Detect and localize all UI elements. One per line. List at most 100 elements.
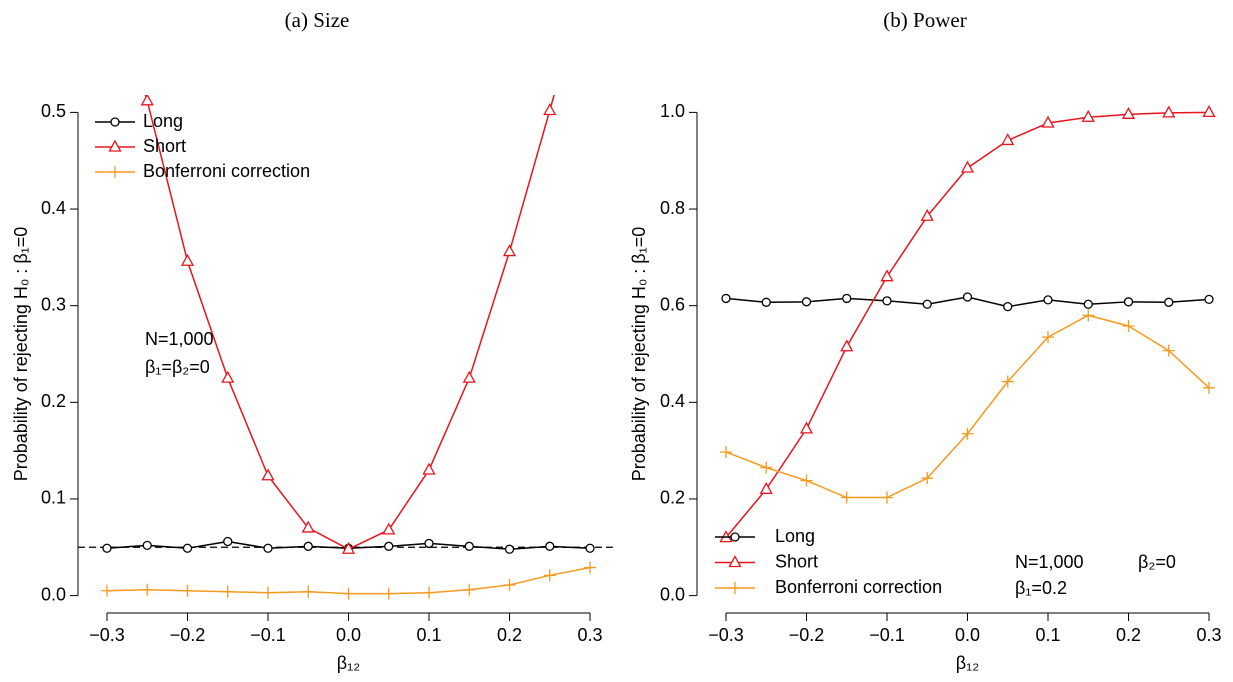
legend-label: Short — [143, 136, 186, 156]
point — [800, 474, 813, 487]
point — [462, 370, 476, 383]
point — [422, 462, 436, 475]
x-tick-label: −0.1 — [250, 625, 286, 645]
chart-title: (a) Size — [285, 8, 350, 32]
series-line — [725, 314, 1210, 499]
point — [759, 481, 773, 494]
point — [585, 543, 595, 553]
point — [502, 244, 517, 257]
point — [1162, 344, 1175, 357]
y-axis-title: Probability of rejecting H₀ : β₁=0 — [11, 227, 31, 482]
series-line — [144, 95, 555, 551]
point — [1043, 295, 1053, 305]
point — [543, 103, 557, 116]
point — [382, 522, 396, 535]
point — [1164, 297, 1174, 307]
point — [463, 583, 476, 596]
point — [1001, 375, 1014, 388]
point — [102, 543, 112, 553]
point — [719, 446, 732, 459]
x-tick-label: 0.1 — [416, 625, 441, 645]
point — [1083, 299, 1093, 309]
point — [261, 468, 275, 481]
point — [181, 584, 194, 597]
y-tick-label: 0.0 — [660, 584, 685, 604]
point — [1122, 319, 1135, 332]
legend-marker — [728, 555, 742, 568]
plot-area — [100, 95, 597, 600]
annotation: β₁=β₂=0 — [145, 357, 210, 377]
point — [1121, 106, 1136, 119]
point — [922, 299, 932, 309]
x-tick-label: −0.3 — [708, 625, 744, 645]
point — [1081, 109, 1095, 122]
point — [962, 292, 973, 302]
plot-area — [719, 105, 1216, 543]
legend-marker — [730, 532, 740, 542]
x-tick-label: 0.2 — [1116, 625, 1141, 645]
point — [423, 586, 436, 599]
point — [140, 95, 154, 106]
point — [1123, 297, 1134, 307]
point — [921, 472, 934, 485]
legend-marker — [110, 117, 120, 127]
legend-marker — [729, 582, 741, 594]
legend-marker — [108, 139, 122, 152]
x-tick-label: −0.1 — [869, 625, 905, 645]
x-tick-label: 0.2 — [497, 625, 522, 645]
x-tick-label: 0.3 — [1197, 625, 1222, 645]
point — [920, 208, 934, 221]
point — [1202, 105, 1216, 118]
point — [141, 583, 154, 596]
legend-label: Bonferroni correction — [143, 161, 310, 181]
x-tick-label: 0.0 — [955, 625, 980, 645]
point — [301, 520, 315, 533]
point — [882, 296, 892, 306]
chart-title: (b) Power — [883, 8, 966, 32]
y-tick-label: 0.6 — [660, 294, 685, 314]
point — [342, 587, 355, 600]
point — [840, 339, 854, 352]
point — [842, 293, 852, 304]
point — [263, 543, 273, 553]
legend-label: Long — [143, 111, 183, 131]
x-tick-label: −0.2 — [789, 625, 825, 645]
x-tick-label: 0.1 — [1035, 625, 1060, 645]
point — [1003, 301, 1013, 312]
y-tick-label: 0.8 — [660, 198, 685, 218]
annotation: β₁=0.2 — [1015, 578, 1067, 598]
legend-label: Long — [775, 526, 815, 546]
point — [221, 370, 235, 383]
y-axis-title: Probability of rejecting H₀ : β₁=0 — [629, 227, 649, 482]
x-tick-label: −0.2 — [170, 625, 206, 645]
x-tick-label: −0.3 — [89, 625, 125, 645]
point — [545, 541, 555, 551]
point — [760, 461, 773, 474]
point — [384, 541, 394, 551]
point — [801, 297, 812, 307]
point — [761, 297, 771, 307]
x-axis-title: β₁₂ — [337, 653, 360, 673]
point — [182, 543, 193, 553]
point — [221, 585, 234, 598]
point — [543, 569, 556, 582]
point — [464, 541, 474, 551]
point — [100, 584, 113, 597]
point — [303, 541, 313, 551]
point — [1162, 105, 1176, 118]
point — [341, 541, 356, 554]
point — [880, 269, 894, 282]
point — [142, 540, 152, 551]
point — [961, 427, 974, 440]
legend-label: Bonferroni correction — [775, 577, 942, 597]
series-line — [725, 111, 1210, 539]
y-tick-label: 0.2 — [660, 488, 685, 508]
point — [799, 421, 814, 434]
point — [261, 586, 274, 599]
y-tick-label: 0.4 — [41, 198, 66, 218]
point — [721, 293, 731, 304]
annotation: N=1,000 — [1015, 552, 1084, 572]
point — [1042, 331, 1055, 344]
annotation: β₂=0 — [1138, 552, 1176, 572]
